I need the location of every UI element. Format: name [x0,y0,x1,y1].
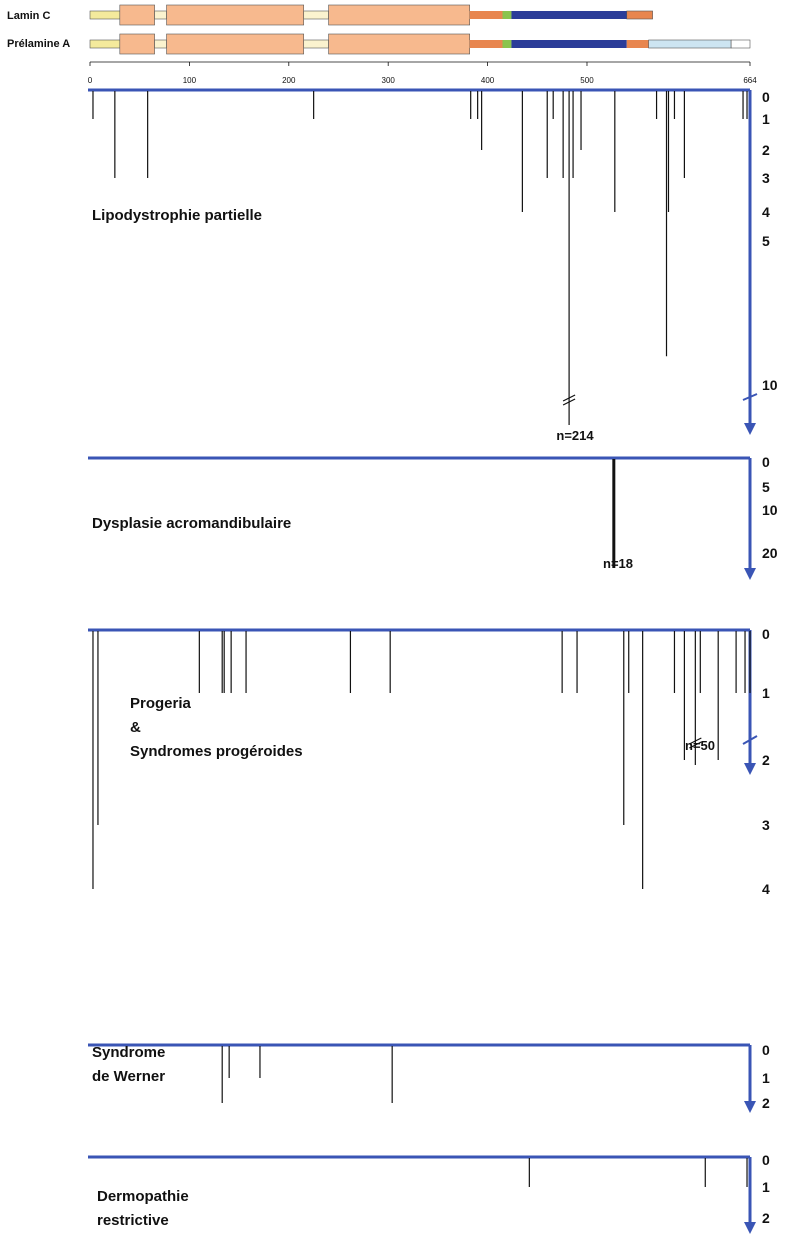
residue-scale: 0 100 200 300 400 500 664 [88,61,757,85]
y-tick-label: 0 [762,626,770,642]
y-tick-label: 2 [762,752,770,768]
coil-1b [166,4,305,26]
scale-tick-label: 664 [743,76,757,85]
y-tick-label: 1 [762,685,770,701]
lamin-c-end [626,10,653,20]
scale-tick-label: 0 [88,76,93,85]
coil-1a [119,33,155,55]
y-tick-label: 0 [762,89,770,105]
y-tick-label: 10 [762,502,778,518]
y-tick-label: 3 [762,170,770,186]
linker-2 [303,10,329,20]
axis-break [742,735,758,745]
y-tick-label: 1 [762,1070,770,1086]
y-tick-label: 10 [762,377,778,393]
panel-label: Progeria [130,695,192,712]
axis-arrow-icon [744,423,756,435]
prelamin-tail [648,39,732,49]
coil-1a [119,4,155,26]
y-tick-label: 3 [762,817,770,833]
axis-arrow-icon [744,763,756,775]
y-tick-label: 4 [762,881,770,897]
coil-2 [328,4,470,26]
scale-tick-label: 400 [481,76,495,85]
ig-fold-domain [511,11,627,19]
row-label-lamin-c: Lamin C [7,10,50,22]
panel-label: Lipodystrophie partielle [92,207,262,224]
scale-tick-label: 100 [183,76,197,85]
coil-1b [166,33,305,55]
tail-segment [469,11,506,19]
tail-segment-2 [626,40,649,48]
linker-2 [303,39,329,49]
panel-5: 0 1 2 Dermopathie restrictive [88,1152,770,1234]
axis-arrow-icon [744,1222,756,1234]
panel-1: 0 1 2 3 4 5 10 Lipodystrophie partielle n=214 [88,88,778,443]
y-tick-label: 0 [762,1042,770,1058]
panel-2: 0 5 10 20 Dysplasie acromandibulaire n=18 [88,454,778,580]
linker-1 [154,39,167,49]
scale-tick-label: 300 [382,76,396,85]
axis-arrow-icon [744,568,756,580]
ig-fold-domain [511,40,627,48]
bar-break [689,741,702,749]
y-tick-label: 20 [762,545,778,561]
bar-break [689,737,702,745]
panel-label: restrictive [97,1212,169,1229]
y-tick-label: 5 [762,233,770,249]
y-tick-label: 0 [762,454,770,470]
head-domain [89,39,121,49]
nls-marker [502,11,512,19]
axis-arrow-icon [744,1101,756,1113]
y-tick-label: 2 [762,1095,770,1111]
panel-label: Syndromes progéroides [130,743,303,760]
panel-3: 0 1 2 3 4 Progeria & Syndromes progéroides n=50 [88,626,770,897]
bar-break [562,394,576,402]
y-tick-label: 2 [762,1210,770,1226]
prelamin-a-bar [89,33,751,55]
y-tick-label: 4 [762,204,770,220]
panel-label: & [130,719,141,736]
panel-label: de Werner [92,1068,165,1085]
count-annotation: n=18 [603,556,633,571]
count-annotation: n=214 [556,428,594,443]
y-tick-label: 0 [762,1152,770,1168]
scale-tick-label: 500 [580,76,594,85]
scale-tick-label: 200 [282,76,296,85]
linker-1 [154,10,167,20]
row-label-prelamin-a: Prélamine A [7,38,70,50]
protein-map: Lamin C Prélamine A 0 100 200 300 400 500 664 [7,4,757,85]
tail-segment [469,40,506,48]
y-tick-label: 2 [762,142,770,158]
panel-4: 0 1 2 Syndrome de Werner [88,1042,770,1113]
coil-2 [328,33,470,55]
panel-label: Dysplasie acromandibulaire [92,515,291,532]
panel-label: Syndrome [92,1044,165,1061]
y-tick-label: 1 [762,111,770,127]
count-annotation: n=50 [685,738,715,753]
lamin-c-bar [89,4,653,26]
caax-end [730,39,751,49]
nls-marker [502,40,512,48]
bar-break [562,398,576,406]
axis-break [742,393,758,401]
head-domain [89,10,121,20]
y-tick-label: 1 [762,1179,770,1195]
y-tick-label: 5 [762,479,770,495]
panel-label: Dermopathie [97,1188,189,1205]
